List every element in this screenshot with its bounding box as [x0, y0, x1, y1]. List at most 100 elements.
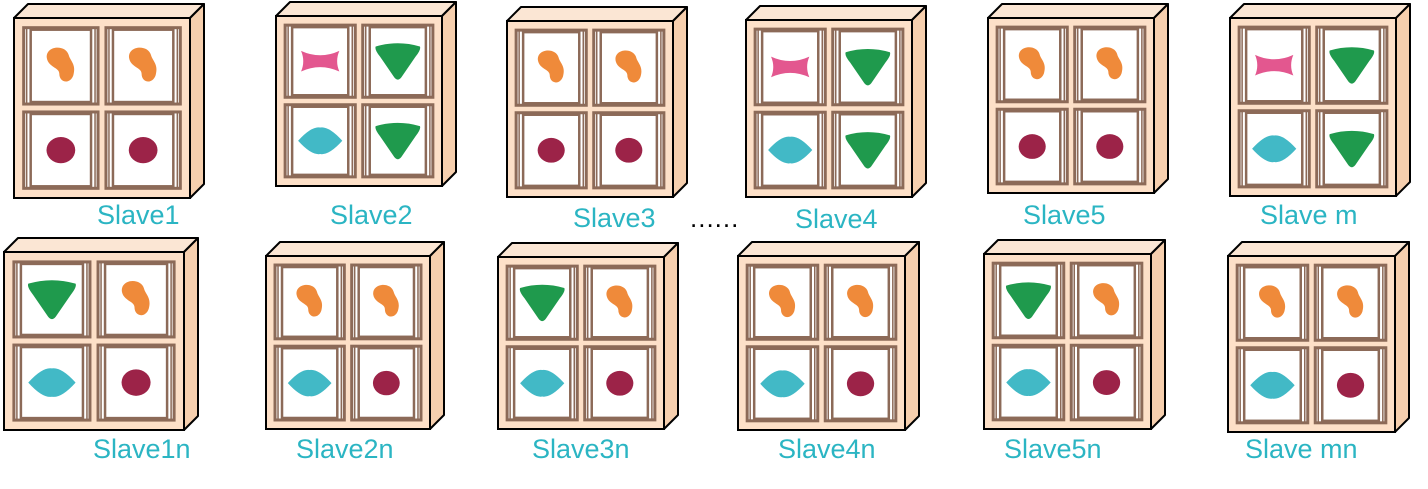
crimson-circle-icon: [1092, 370, 1121, 395]
slave-label: Slave3n: [532, 434, 630, 464]
pink-bowtie-icon: [771, 56, 810, 78]
slave-label: Slave4: [795, 204, 878, 234]
window-cell: [273, 344, 346, 422]
slave-label: Slave5: [1023, 200, 1106, 230]
box-top-face: [983, 239, 1166, 255]
window-cell: [745, 263, 820, 341]
window-cell: [350, 344, 423, 422]
window-cell: [831, 110, 905, 190]
slave-box: [987, 3, 1169, 194]
window-cell: [273, 263, 346, 341]
box-top-face: [13, 3, 205, 19]
slave-box: [497, 242, 679, 430]
teal-diamond-icon: [760, 370, 805, 398]
orange-blob-icon: [121, 281, 150, 316]
crimson-circle-icon: [1096, 134, 1124, 159]
orange-blob-icon: [1018, 47, 1045, 80]
window-cell: [22, 26, 100, 106]
window-cell: [583, 345, 657, 422]
pink-bowtie-icon: [301, 50, 340, 72]
window-cell: [1073, 107, 1147, 186]
slave-box: [737, 241, 920, 431]
green-triangle-icon: [1005, 282, 1051, 319]
window-cell: [592, 111, 666, 190]
window-cell: [1237, 109, 1311, 189]
window-cell: [12, 343, 92, 422]
box-side-face: [672, 6, 688, 198]
window-cell: [823, 263, 898, 341]
box-side-face: [663, 242, 679, 430]
window-cell: [753, 27, 827, 107]
window-cell: [1313, 263, 1388, 342]
slave-box: [745, 5, 927, 198]
box-top-face: [1227, 241, 1410, 257]
green-triangle-icon: [375, 43, 421, 80]
teal-diamond-icon: [1252, 135, 1297, 163]
window-cell: [592, 28, 666, 107]
window-cell: [831, 27, 905, 107]
green-triangle-icon: [519, 284, 565, 322]
window-cell: [505, 264, 579, 341]
orange-blob-icon: [1337, 285, 1364, 318]
slave-label: Slave4n: [778, 434, 876, 464]
crimson-circle-icon: [46, 137, 76, 164]
window-cell: [995, 107, 1069, 186]
orange-blob-icon: [537, 50, 564, 83]
window-cell: [505, 345, 579, 422]
crimson-circle-icon: [128, 137, 158, 164]
slave-box: [1229, 3, 1411, 197]
window-cell: [96, 343, 176, 422]
crimson-circle-icon: [372, 370, 400, 396]
green-triangle-icon: [375, 122, 421, 160]
box-side-face: [904, 241, 920, 431]
window-cell: [995, 25, 1069, 104]
box-top-face: [3, 237, 199, 253]
slave-label: Slave5n: [1004, 434, 1102, 464]
slave-label: Slave1n: [93, 434, 191, 464]
window-cell: [823, 345, 898, 423]
box-top-face: [987, 3, 1169, 19]
window-cell: [361, 103, 435, 179]
window-cell: [991, 343, 1066, 422]
crimson-circle-icon: [606, 370, 634, 396]
window-cell: [22, 110, 100, 190]
orange-blob-icon: [296, 284, 323, 317]
slave-label: Slave1: [97, 200, 180, 230]
green-triangle-icon: [845, 132, 891, 169]
orange-blob-icon: [847, 284, 874, 318]
window-cell: [12, 260, 92, 339]
orange-blob-icon: [46, 47, 75, 82]
window-cell: [361, 23, 435, 99]
slave-label: Slave2n: [296, 434, 394, 464]
orange-blob-icon: [606, 285, 633, 318]
teal-diamond-icon: [768, 136, 813, 164]
window-cell: [1235, 263, 1310, 342]
box-top-face: [506, 6, 688, 22]
green-triangle-icon: [845, 48, 891, 86]
window-cell: [350, 263, 423, 341]
orange-blob-icon: [1259, 285, 1286, 318]
crimson-circle-icon: [1018, 134, 1046, 159]
box-side-face: [441, 1, 457, 187]
orange-blob-icon: [615, 50, 642, 83]
window-cell: [283, 23, 357, 99]
window-cell: [283, 103, 357, 179]
box-side-face: [429, 241, 445, 430]
slave-box: [1227, 241, 1410, 433]
window-cell: [753, 110, 827, 190]
window-cell: [1073, 25, 1147, 104]
slave-box: [13, 3, 205, 199]
window-cell: [583, 264, 657, 341]
teal-diamond-icon: [298, 127, 343, 155]
slave-box: [3, 237, 199, 431]
crimson-circle-icon: [121, 369, 151, 396]
slave-box: [506, 6, 688, 198]
slave-label: Slave m: [1260, 200, 1358, 230]
window-cell: [514, 111, 588, 190]
box-side-face: [911, 5, 927, 198]
window-cell: [104, 26, 182, 106]
slave-label: Slave mn: [1245, 434, 1358, 464]
slave-label: Slave2: [330, 200, 413, 230]
slave-box: [275, 1, 457, 187]
crimson-circle-icon: [846, 371, 875, 397]
